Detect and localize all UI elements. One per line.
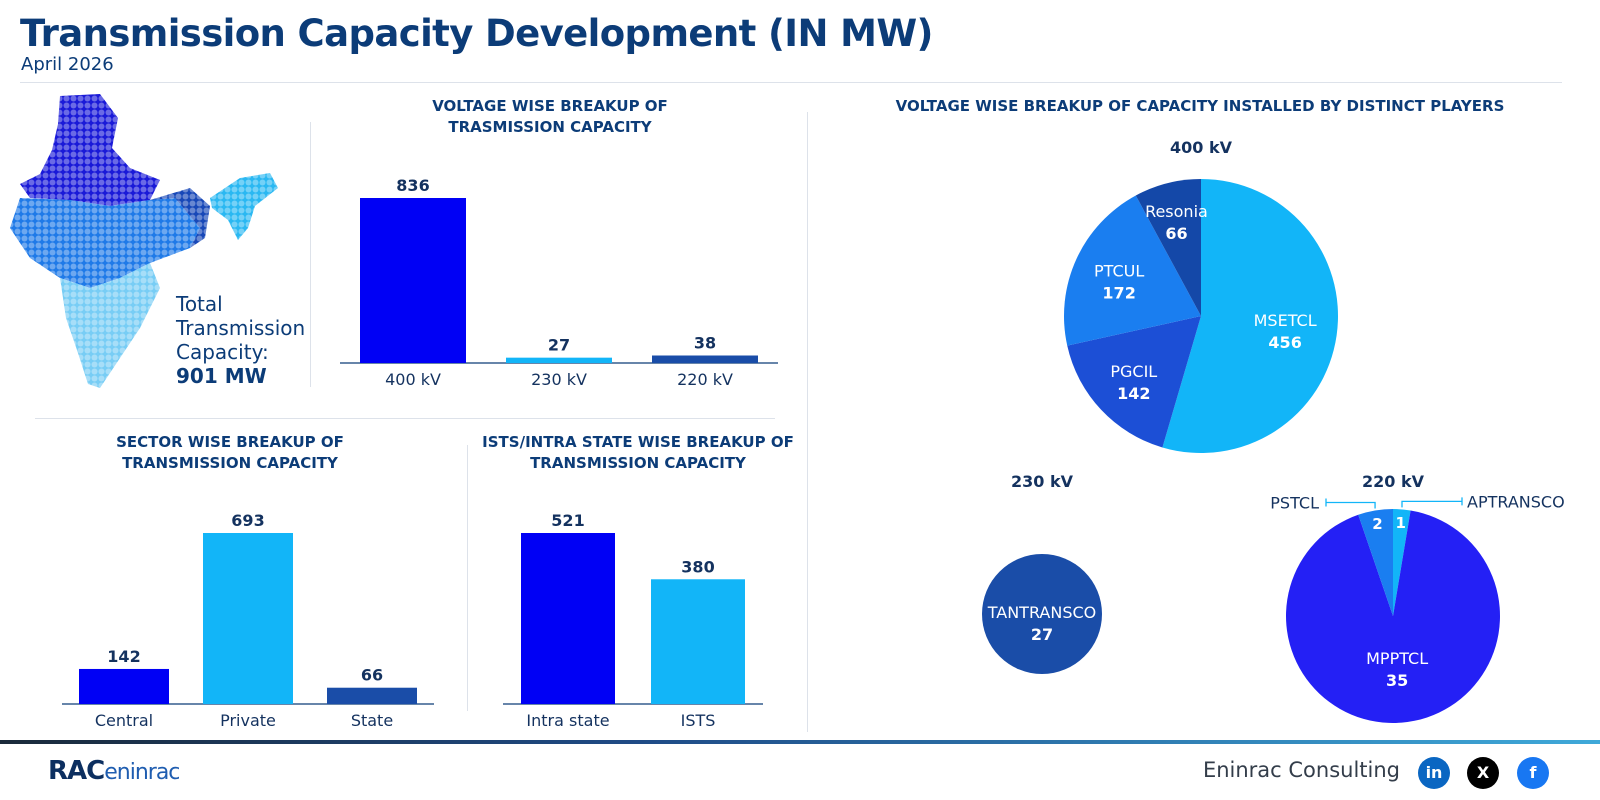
pie220-leader-line [1401, 500, 1462, 508]
pie400-slice-0 [1162, 179, 1338, 454]
pie400-title: 400 kV [1170, 138, 1233, 157]
pie220-slice-value: 35 [1386, 671, 1408, 690]
sector-value-label: 66 [361, 666, 383, 685]
total-label-line3: Capacity: [176, 340, 269, 364]
divider-sector-ists [467, 445, 468, 711]
pie400-slice-value: 456 [1268, 333, 1301, 352]
voltage-bar-2 [652, 355, 758, 363]
linkedin-icon[interactable]: in [1418, 757, 1450, 789]
india-map-icon [0, 88, 290, 398]
pie220-external-label: APTRANSCO [1467, 492, 1565, 511]
pie230-slice-value: 27 [1031, 625, 1053, 644]
total-capacity: Total Transmission Capacity: 901 MW [176, 292, 305, 388]
voltage-chart-title: VOLTAGE WISE BREAKUP OF TRASMISSION CAPA… [432, 97, 668, 136]
pie400-slice-3 [1135, 179, 1201, 316]
sector-chart-title: SECTOR WISE BREAKUP OF TRANSMISSION CAPA… [116, 433, 344, 472]
sector-bar-1 [203, 533, 293, 704]
ists-bar-1 [651, 579, 745, 704]
pie220-slice-2 [1358, 509, 1393, 616]
divider-left-right [807, 112, 808, 732]
page-subtitle: April 2026 [21, 54, 114, 75]
total-label-line2: Transmission [176, 316, 306, 340]
sector-bar-0 [79, 668, 169, 704]
pie400-slice-2 [1064, 195, 1201, 346]
pie400-slice-value: 142 [1117, 384, 1150, 403]
company-name: Eninrac Consulting [1202, 758, 1400, 782]
total-label-line1: Total [176, 292, 223, 316]
ists-bar-0 [521, 533, 615, 704]
pie220-slice-0 [1393, 509, 1411, 616]
header-divider [20, 82, 1562, 83]
ists-value-label: 521 [551, 511, 584, 530]
total-value: 901 MW [176, 364, 267, 388]
pie400-slice-value: 66 [1165, 224, 1187, 243]
voltage-bar-0 [360, 198, 466, 363]
pie220-slice-value: 1 [1396, 514, 1406, 532]
pie230-title: 230 kV [1011, 472, 1074, 491]
voltage-category-label: 400 kV [385, 370, 441, 389]
sector-bar-2 [327, 687, 417, 704]
ists-chart-title: ISTS/INTRA STATE WISE BREAKUP OF TRANSMI… [482, 433, 794, 472]
pie220-title: 220 kV [1362, 472, 1425, 491]
sector-category-label: Central [95, 711, 153, 730]
pie220-external-label: PSTCL [1270, 493, 1319, 512]
players-chart-title: VOLTAGE WISE BREAKUP OF CAPACITY INSTALL… [895, 97, 1505, 115]
footer-divider [0, 740, 1600, 744]
charts-canvas: 836 400 kV 27 230 kV 38 220 kV 142 Central 693 Pr… [62, 138, 1565, 730]
company-logo: RACeninrac [48, 756, 180, 786]
sector-category-label: Private [220, 711, 276, 730]
pie220-slice-value: 2 [1372, 515, 1382, 533]
voltage-value-label: 27 [548, 336, 570, 355]
page-title: Transmission Capacity Development (IN MW… [20, 12, 933, 55]
pie400-slice-1 [1067, 316, 1201, 448]
sector-category-label: State [351, 711, 393, 730]
pie220-leader-line [1326, 501, 1376, 509]
x-twitter-icon[interactable]: X [1467, 757, 1499, 789]
pie400-slice-label: MSETCL [1254, 311, 1317, 330]
divider-top-bottom [35, 418, 775, 419]
pie230-slice-0 [982, 554, 1102, 674]
voltage-category-label: 220 kV [677, 370, 733, 389]
voltage-category-label: 230 kV [531, 370, 587, 389]
voltage-bar-1 [506, 357, 612, 363]
ists-category-label: ISTS [681, 711, 716, 730]
voltage-value-label: 38 [694, 334, 716, 353]
pie230-slice-label: TANTRANSCO [987, 603, 1097, 622]
pie400-slice-label: Resonia [1145, 202, 1208, 221]
pie400-slice-label: PTCUL [1094, 262, 1144, 281]
sector-value-label: 693 [231, 511, 264, 530]
pie400-slice-value: 172 [1102, 284, 1135, 303]
ists-value-label: 380 [681, 557, 714, 576]
voltage-value-label: 836 [396, 176, 429, 195]
facebook-icon[interactable]: f [1517, 757, 1549, 789]
pie400-slice-label: PGCIL [1110, 362, 1157, 381]
divider-map-voltage [310, 122, 311, 387]
pie220-slice-label: MPPTCL [1366, 649, 1428, 668]
sector-value-label: 142 [107, 647, 140, 666]
pie220-slice-1 [1286, 510, 1500, 723]
ists-category-label: Intra state [526, 711, 609, 730]
